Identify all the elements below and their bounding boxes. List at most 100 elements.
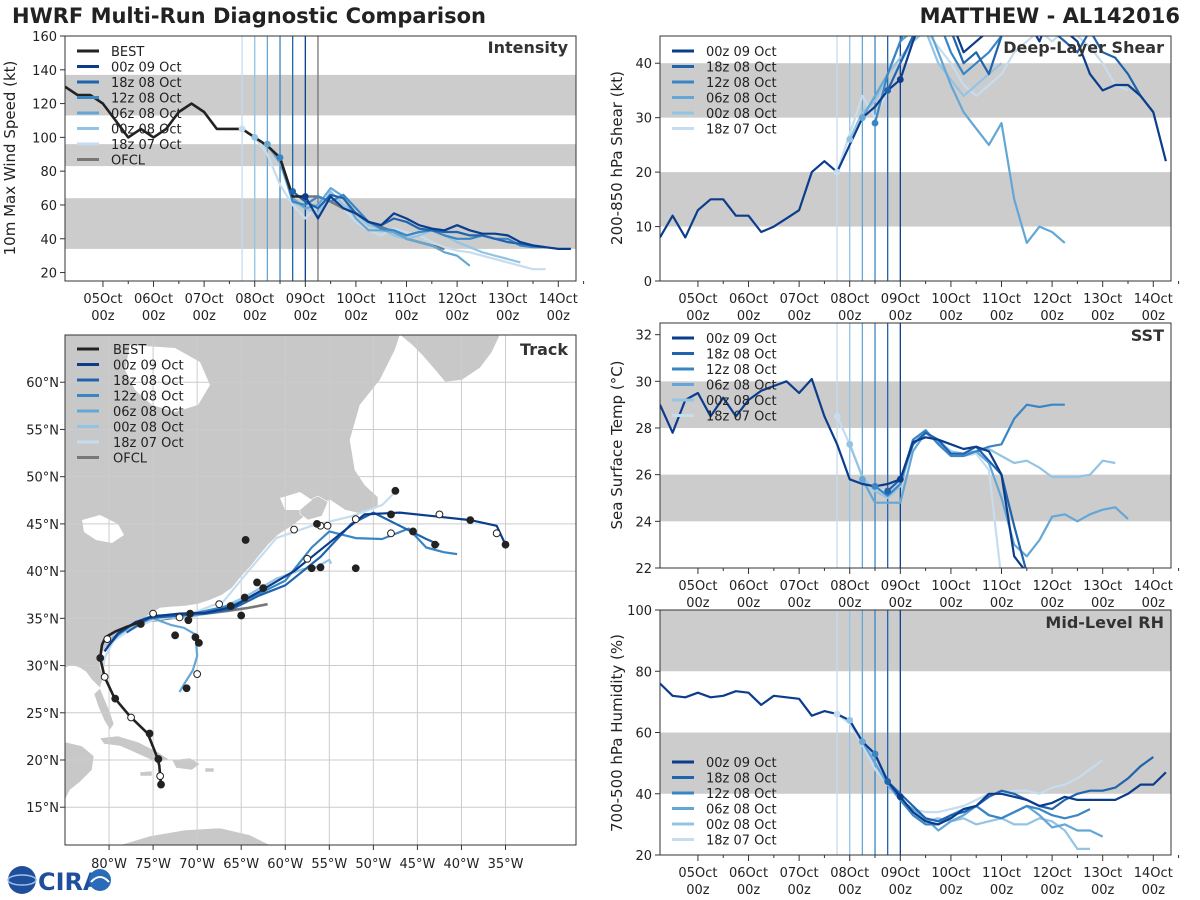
track-lon-label: 40°W [444,857,480,872]
shear-xtick-label-day: 13Oct [1083,292,1122,307]
rh-legend-label-12z-08-oct: 12z 08 Oct [706,787,777,802]
intensity-xtick-label-day: 11Oct [387,292,426,307]
intensity-xtick-label-hour: 00z [142,309,166,324]
rh-init-point-00z-09-oct [896,793,904,801]
track-position-marker [253,578,261,587]
track-position-marker [387,529,395,538]
track-position-marker [215,600,224,609]
shear-xtick-label-day: 11Oct [982,292,1021,307]
sst-legend-label-18z-08-oct: 18z 08 Oct [706,348,777,363]
track-legend-label-best: BEST [113,343,146,358]
track-series [98,491,507,785]
sst-x-axis: 05Oct 00z 06Oct 00z 07Oct 00z 08Oct 00z 09Oct 00z… [678,568,1180,611]
track-lat-label: 45°N [26,518,59,533]
track-position-marker [226,602,235,610]
sst-xtick-label-hour: 00z [889,596,913,611]
track-legend-label-06z-08-oct: 06z 08 Oct [113,405,184,420]
rh-legend-label-00z-09-oct: 00z 09 Oct [706,756,777,771]
track-lon-label: 60°W [267,857,303,872]
track-position-marker [307,564,316,573]
shear-xtick-label-hour: 00z [889,309,913,324]
sst-xtick-label-day: 14Oct [1134,579,1173,594]
rh-xtick-label-day: 11Oct [982,866,1021,881]
intensity-legend-label-18z-08-oct: 18z 08 Oct [111,76,182,91]
intensity-xtick-label-day: 05Oct [83,292,122,307]
shear-xtick-label-hour: 00z [737,309,761,324]
track-land [65,335,501,845]
sst-init-point-18z-08-oct [884,487,892,495]
hispaniola-land [171,757,201,771]
sst-xtick-label-hour: 00z [787,596,811,611]
sst-xtick-label-day: 09Oct [881,579,920,594]
intensity-panel: 20 40 60 80 100 120 140 160 05Oct 00z 06Oct 00z 07O… [1,30,585,324]
shear-ytick-label: 0 [644,275,652,290]
intensity-legend-label-06z-08-oct: 06z 08 Oct [111,107,182,122]
rh-band-1 [660,610,1171,672]
rh-xtick-label-hour: 00z [838,883,862,898]
track-lon-label: 45°W [399,857,435,872]
sst-xtick-label-day: 08Oct [830,579,869,594]
sst-ytick-label: 28 [635,422,652,437]
cira-logo: CIRA [7,866,111,896]
track-position-marker [303,554,312,563]
rh-xtick-label-hour: 00z [990,883,1014,898]
intensity-xtick-label-day: 08Oct [235,292,274,307]
sst-init-point-18z-07-oct [833,412,841,420]
track-lon-axis: 80°W 75°W 70°W 65°W 60°W 55°W 50°W 45°W 40°W 35°W [91,845,524,872]
sst-xtick-label-hour: 00z [990,596,1014,611]
track-lat-axis: 15°N 20°N 25°N 30°N 35°N 40°N 45°N 50°N 55°N 60°N [26,376,65,816]
track-position-marker [391,486,400,495]
intensity-legend-label-00z-08-oct: 00z 08 Oct [111,123,182,138]
shear-xtick-label-day: 14Oct [1134,292,1173,307]
track-frame [64,334,577,846]
sst-ytick-label: 22 [635,562,652,577]
shear-xtick-label-hour: 00z [939,309,963,324]
track-lon-label: 55°W [311,857,347,872]
shear-bands [660,63,1171,227]
intensity-xtick-label-hour: 00z [445,309,469,324]
rh-xtick-label-day: 08Oct [830,866,869,881]
sst-xtick-label-hour: 00z [1091,596,1115,611]
shear-init-point-18z-08-oct [884,87,892,94]
track-legend-label-00z-08-oct: 00z 08 Oct [113,421,184,436]
track-lon-label: 35°W [488,857,524,872]
shear-legend-label-12z-08-oct: 12z 08 Oct [706,76,777,91]
intensity-x-axis: 05Oct 00z 06Oct 00z 07Oct 00z 08Oct 00z 09Oct 00z… [83,281,585,324]
sst-legend-label-06z-08-oct: 06z 08 Oct [706,379,777,394]
shear-xtick-label-day: 09Oct [881,292,920,307]
rh-ytick-label: 60 [635,727,652,742]
rh-ytick-label: 40 [635,788,652,803]
intensity-xtick-label-hour: 00z [344,309,368,324]
rh-init-point-12z-08-oct [871,750,879,758]
intensity-xtick-label-hour: 00z [395,309,419,324]
sst-xtick-label-day: 13Oct [1083,579,1122,594]
track-position-marker [127,713,135,722]
track-position-marker [259,584,268,593]
sst-init-point-06z-08-oct [858,475,866,483]
rh-bands [660,610,1171,794]
shear-init-point-00z-08-oct [846,136,854,143]
track-position-marker [240,593,249,602]
intensity-legend-label-best: BEST [111,45,144,60]
shear-band-1 [660,63,1171,118]
track-legend-label-18z-07-oct: 18z 07 Oct [113,436,184,451]
rh-xtick-label-hour: 00z [787,883,811,898]
rh-band-0 [660,732,1171,794]
track-lon-label: 65°W [223,857,259,872]
rh-legend-label-18z-08-oct: 18z 08 Oct [706,772,777,787]
intensity-xtick-label-day: 06Oct [134,292,173,307]
shear-init-point-00z-09-oct [896,76,904,83]
south-america-land [119,827,271,845]
sst-ylabel: Sea Surface Temp (°C) [608,360,626,529]
rh-xtick-label-hour: 00z [1091,883,1115,898]
rh-legend-label-18z-07-oct: 18z 07 Oct [706,834,777,849]
rh-xtick-label-day: 09Oct [881,866,920,881]
track-position-marker [111,694,120,703]
track-lat-label: 25°N [26,707,59,722]
track-position-marker [182,684,191,693]
track-position-marker [501,540,510,549]
storm-name-title: MATTHEW - AL142016 [919,4,1180,28]
